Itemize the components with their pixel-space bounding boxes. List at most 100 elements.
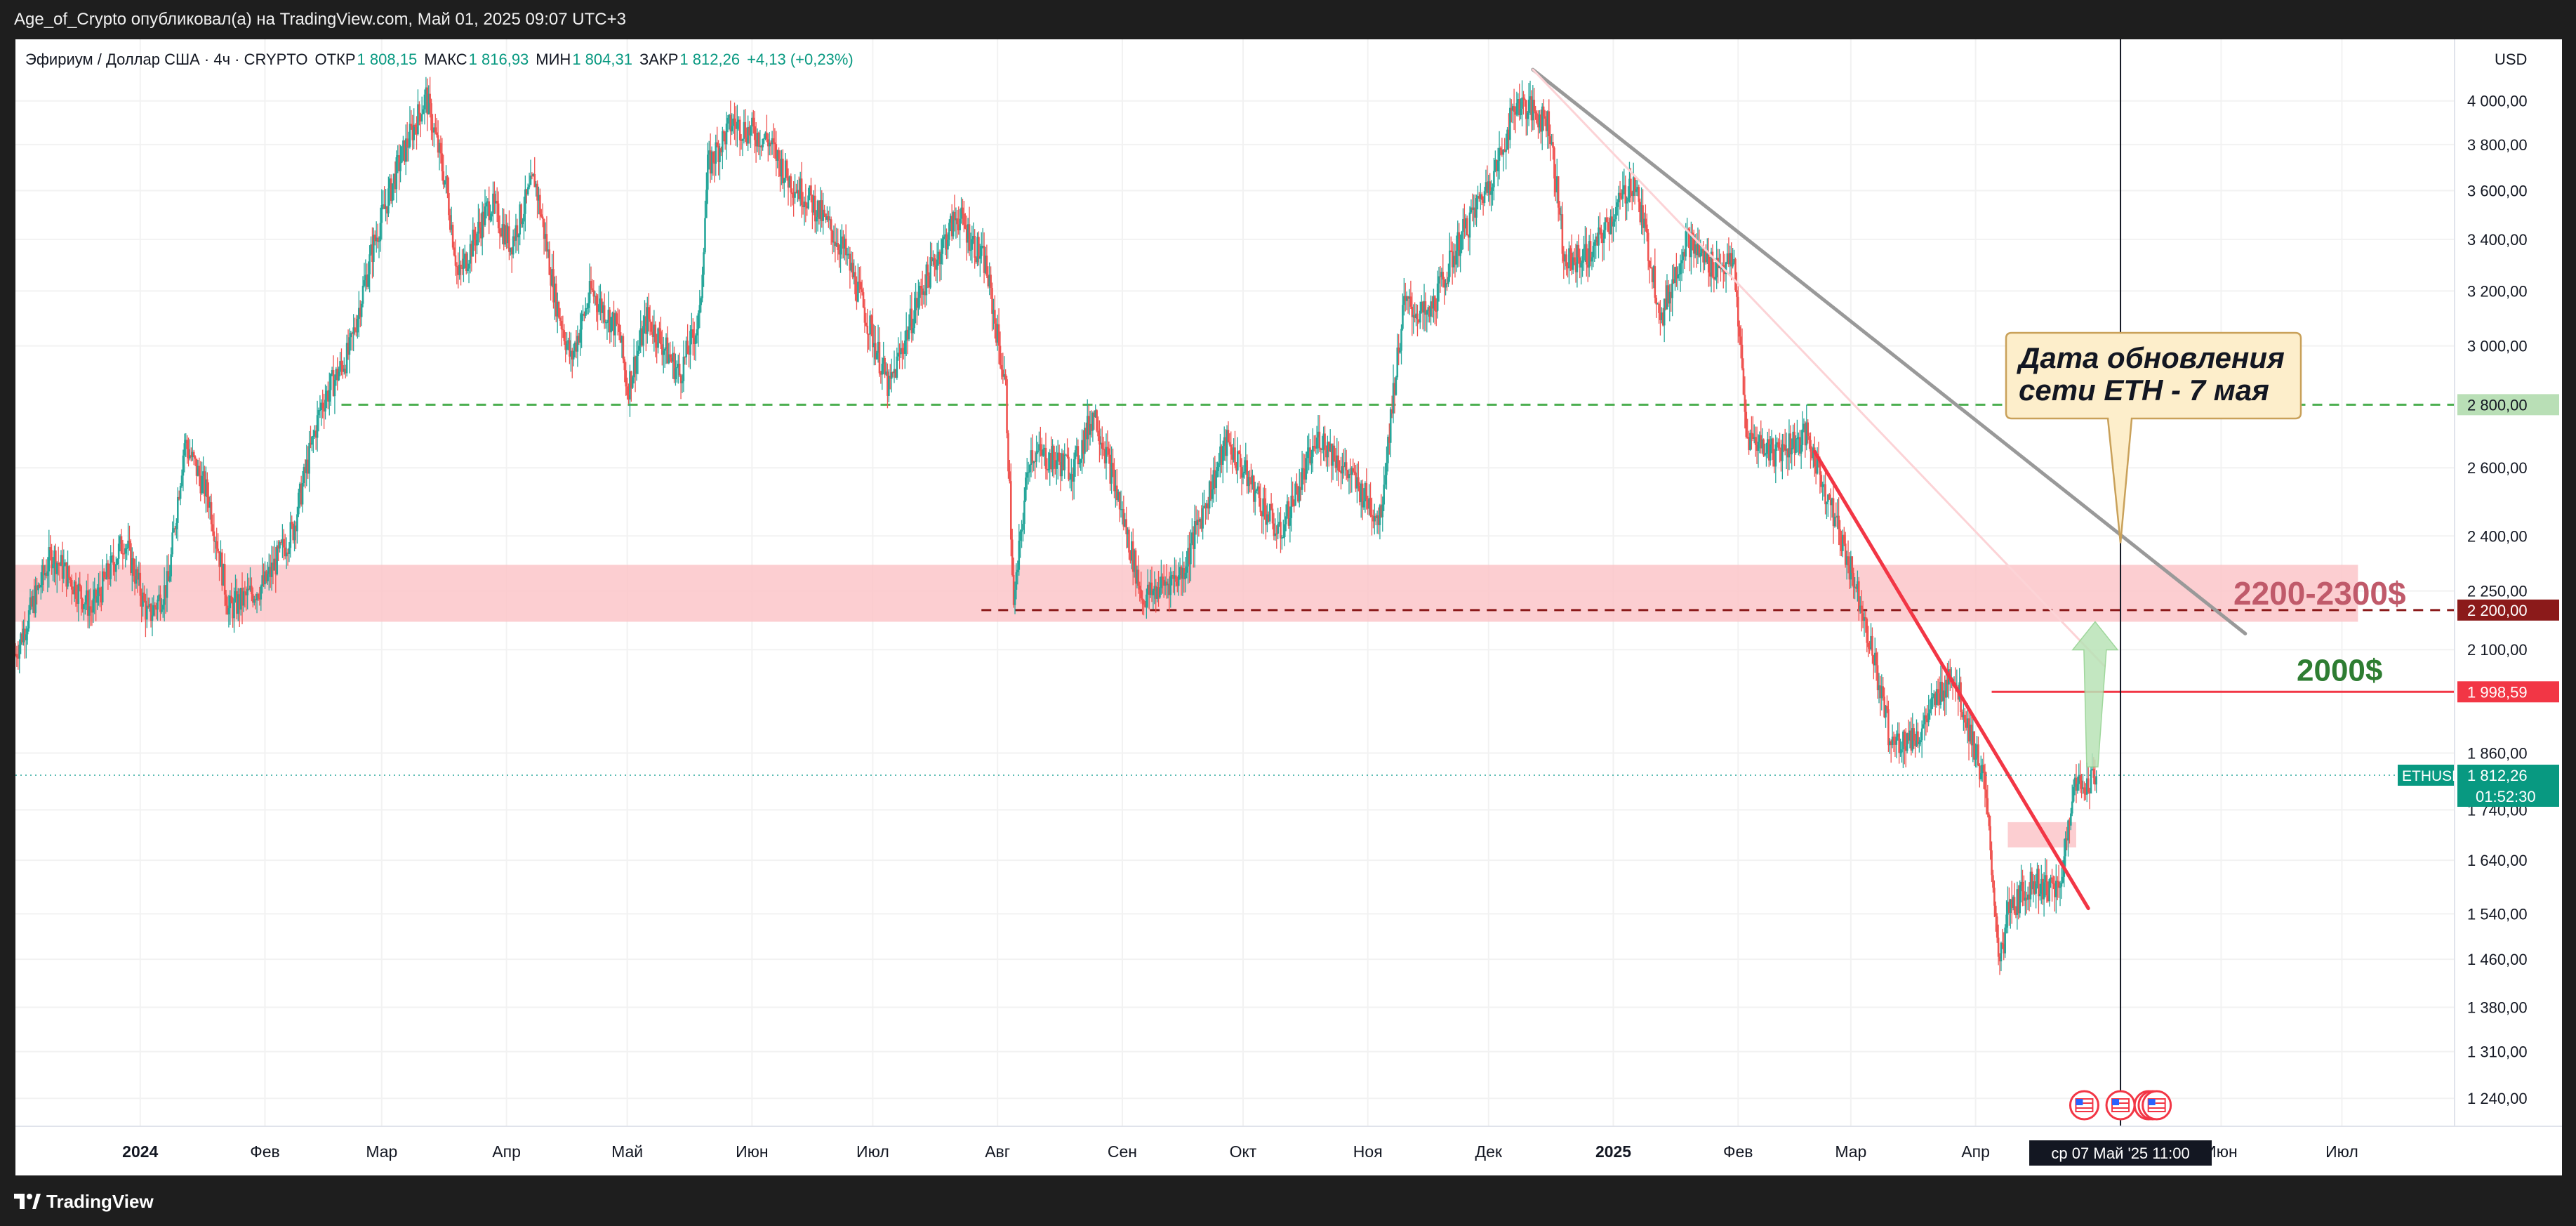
candle-body xyxy=(1666,285,1668,310)
candle-body xyxy=(136,569,139,580)
y-tick-label: 1 460,00 xyxy=(2467,951,2528,968)
candle-body xyxy=(952,211,955,237)
candle-body xyxy=(1090,423,1093,431)
candle-body xyxy=(859,282,862,290)
candle-body xyxy=(1518,99,1521,115)
candle-body xyxy=(932,258,934,262)
candle-body xyxy=(802,205,804,208)
candle-body xyxy=(451,225,454,248)
candle-body xyxy=(1131,541,1134,572)
candle-body xyxy=(1074,450,1077,460)
candle-body xyxy=(719,148,721,162)
ohlc-value: 1 816,93 xyxy=(469,51,529,68)
us-flag-icon[interactable] xyxy=(2105,1090,2136,1121)
candle-body xyxy=(34,585,36,614)
x-tick-label: Ноя xyxy=(1353,1142,1383,1161)
candle-body xyxy=(15,654,18,658)
candle-body xyxy=(267,574,269,581)
candle-body xyxy=(343,369,345,372)
candle-body xyxy=(1812,447,1814,459)
candle-body xyxy=(286,552,289,554)
candle-body xyxy=(1405,296,1408,301)
candle-body xyxy=(138,572,140,580)
candle-body xyxy=(1471,207,1474,211)
candle-body xyxy=(1137,569,1140,586)
candle-body xyxy=(55,562,58,574)
candle-body xyxy=(22,628,25,642)
candle-body xyxy=(1690,232,1692,258)
candle-body xyxy=(1287,501,1290,526)
candle-body xyxy=(1070,474,1073,480)
candle-body xyxy=(778,150,780,160)
candle-body xyxy=(1120,509,1122,510)
us-flag-icon[interactable] xyxy=(2142,1090,2172,1121)
candle-body xyxy=(800,178,803,206)
candle-body xyxy=(1388,436,1390,443)
candle-body xyxy=(1423,301,1426,313)
candle-body xyxy=(2028,894,2031,899)
candle-body xyxy=(917,298,919,308)
chart-area[interactable]: 2200-2300$ 2000$ Дата обновления сети ETH -… xyxy=(15,39,2562,1175)
candle-body xyxy=(1219,446,1221,463)
candle-body xyxy=(1315,437,1318,449)
candle-body xyxy=(329,374,332,390)
candle-body xyxy=(1454,256,1456,265)
candle-body xyxy=(305,459,308,473)
candle-body xyxy=(1668,291,1671,304)
trend-line xyxy=(1531,67,2248,635)
candle-body xyxy=(556,302,559,317)
candle-body xyxy=(663,348,666,351)
candle-body xyxy=(1091,412,1094,431)
candle-body xyxy=(999,345,1002,366)
candle-body xyxy=(422,109,425,114)
trend-line xyxy=(1532,68,2106,668)
target-label: 2000$ xyxy=(2297,653,2382,687)
candle-body xyxy=(1278,522,1280,525)
candle-body xyxy=(1117,492,1120,501)
candle-body xyxy=(1792,431,1794,448)
candle-body xyxy=(628,395,630,400)
candle-body xyxy=(380,204,383,223)
candle-body xyxy=(889,376,891,379)
candle-body xyxy=(1124,519,1127,527)
candle-body xyxy=(585,308,587,316)
publication-bar: Age_of_Crypto опубликовал(а) на TradingV… xyxy=(0,0,2576,39)
candle-body xyxy=(437,135,439,153)
candle-body xyxy=(1485,182,1487,192)
brand-label[interactable]: TradingView xyxy=(46,1191,154,1212)
candle-body xyxy=(524,189,526,214)
candle-body xyxy=(1623,185,1626,190)
candle-body xyxy=(583,313,585,316)
candle-body xyxy=(1167,584,1169,586)
candle-body xyxy=(1458,232,1461,256)
candle-body xyxy=(70,579,73,590)
candle-body xyxy=(476,233,478,246)
candle-body xyxy=(121,553,124,555)
candle-body xyxy=(1439,276,1442,277)
candle-body xyxy=(1994,905,1997,917)
candle-body xyxy=(1573,257,1576,263)
us-flag-icon[interactable] xyxy=(2069,1090,2099,1121)
candle-body xyxy=(903,352,905,354)
candle-body xyxy=(1420,301,1423,311)
candle-body xyxy=(959,218,961,230)
candle-body xyxy=(669,354,672,358)
candle-body xyxy=(979,256,981,259)
candle-body xyxy=(367,274,370,287)
candle-body xyxy=(1861,613,1864,621)
candle-body xyxy=(649,319,651,322)
candle-body xyxy=(795,192,797,194)
candle-body xyxy=(465,253,467,272)
candle-body xyxy=(1023,500,1025,525)
candle-body xyxy=(1727,253,1730,265)
y-tick-label: 3 000,00 xyxy=(2467,338,2528,355)
footer-bar: TradingView xyxy=(0,1175,2576,1226)
candle-body xyxy=(1340,470,1342,474)
candle-body xyxy=(1993,888,1996,906)
candle-body xyxy=(644,316,646,327)
candle-body xyxy=(725,123,728,145)
candle-body xyxy=(1974,758,1977,760)
candle-body xyxy=(1270,503,1273,509)
candle-body xyxy=(1077,446,1080,465)
